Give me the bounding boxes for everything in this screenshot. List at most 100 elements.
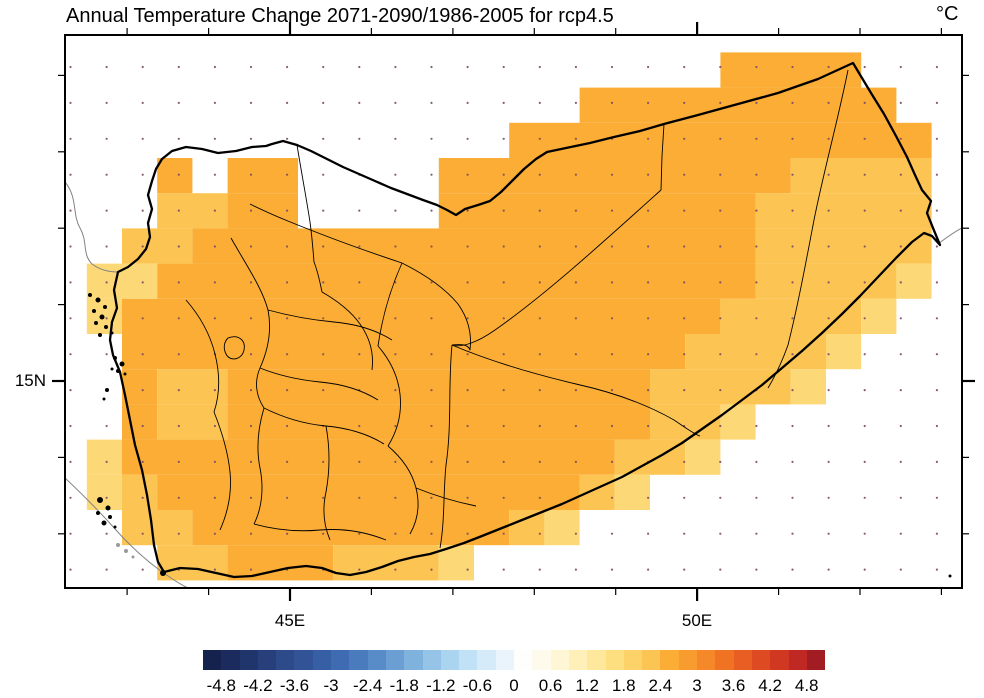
stipple-dot [213,424,216,428]
stipple-dot [69,245,72,248]
admin-boundary [259,367,379,401]
stipple-dot [466,245,469,248]
stipple-dot [899,317,902,320]
stipple-dot [899,460,902,463]
stipple-dot [791,389,794,392]
temp-cell [122,474,158,510]
stipple-dot [791,173,794,176]
stipple-dot [899,496,902,499]
stipple-dot [863,353,866,356]
stipple-dot [286,353,289,356]
stipple-dot [213,532,216,535]
stipple-dot [719,209,722,212]
temp-cell [86,439,122,475]
stipple-dot [683,353,686,356]
stipple-dot [899,424,902,428]
stipple-dot [502,173,505,176]
temp-cell [438,193,756,229]
stipple-dot [322,101,325,104]
stipple-dot [647,245,650,248]
colorbar-label: 4.8 [794,676,819,695]
stipple-dot [791,317,794,320]
stipple-dot [610,209,614,212]
stipple-dot [683,496,686,499]
island [948,574,952,578]
stipple-dot [502,65,505,69]
stipple-dot [177,460,180,463]
stipple-dot [394,353,397,356]
stipple-dot [286,137,289,140]
admin-boundary [296,144,315,263]
stipple-dot [647,496,650,499]
stipple-dot [935,281,939,284]
stipple-dot [935,389,939,392]
stipple-dot [935,460,939,463]
colorbar-cell [294,650,313,670]
stipple-dot [249,137,253,140]
stipple-dot [647,317,650,320]
temp-cell [650,404,721,440]
stipple-dot [466,460,469,463]
temp-cell [685,439,721,475]
stipple-dot [827,568,830,571]
stipple-dot [105,173,108,176]
stipple-dot [719,317,722,320]
island [98,333,102,337]
stipple-dot [719,389,722,392]
stipple-dot [538,532,541,535]
admin-boundaries [185,69,849,549]
admin-boundary [263,407,385,445]
stipple-dot [141,65,144,69]
coastline-segment [937,227,962,245]
island [94,321,98,325]
stipple-dot [791,424,794,428]
colorbar-cell [568,650,588,670]
colorbar-cell [697,650,716,670]
island [110,367,114,371]
stipple-dot [394,460,397,463]
stipple-dot [69,460,72,463]
temp-cell [438,545,474,581]
stipple-dot [755,568,758,571]
stipple-dot [286,317,289,320]
stipple-dot [935,137,939,140]
admin-boundary [415,487,477,507]
stipple-dot [177,245,180,248]
colorbar-cell [440,650,460,670]
stipple-dot [105,496,108,499]
stipple-dot [863,101,866,104]
temp-cell [157,404,228,440]
stipple-dot [899,137,902,140]
stipple-dot [827,317,830,320]
colorbar-cell [660,650,679,670]
stipple-dot [827,245,830,248]
stipple-dot [249,317,253,320]
stipple-dot [249,460,253,463]
stipple-dot [719,353,722,356]
stipple-dot [863,389,866,392]
stipple-dot [899,65,902,69]
stipple-dot [502,245,505,248]
stipple-dot [863,424,866,428]
stipple-dot [863,209,866,212]
stipple-dot [69,532,72,535]
stipple-dot [358,460,361,463]
stipple-dot [394,101,397,104]
stipple-dot [502,424,505,428]
temp-cell [227,545,334,581]
stipple-dot [683,209,686,212]
admin-boundary [230,237,271,409]
stipple-dot [177,424,180,428]
stipple-dot [610,424,614,428]
stipple-dot [574,389,578,392]
stipple-dot [791,137,794,140]
temp-cell [720,404,756,440]
coastline-segment [65,477,190,588]
stipple-dot [719,568,722,571]
island [105,388,109,392]
colorbar-cell [459,650,478,670]
stipple-dot [610,389,614,392]
stipple-dot [69,568,72,571]
stipple-dot [466,389,469,392]
colorbar-cell [367,650,386,670]
